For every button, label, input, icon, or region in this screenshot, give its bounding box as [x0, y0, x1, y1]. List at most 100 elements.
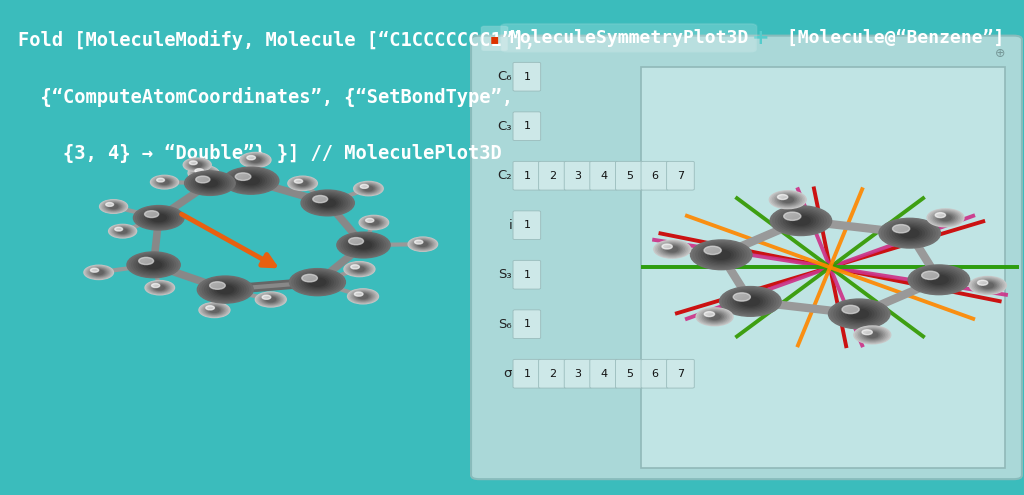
- Circle shape: [693, 241, 750, 268]
- Circle shape: [773, 207, 829, 234]
- Circle shape: [701, 310, 728, 323]
- Circle shape: [90, 268, 106, 276]
- Circle shape: [346, 237, 381, 253]
- FancyBboxPatch shape: [641, 67, 1005, 468]
- Circle shape: [115, 227, 123, 231]
- Text: 2: 2: [549, 171, 556, 181]
- FancyBboxPatch shape: [513, 211, 541, 240]
- Circle shape: [306, 193, 349, 213]
- Circle shape: [223, 167, 279, 194]
- Circle shape: [887, 222, 933, 244]
- Circle shape: [117, 229, 128, 234]
- Circle shape: [248, 156, 263, 163]
- Circle shape: [777, 195, 798, 205]
- Circle shape: [312, 196, 343, 210]
- Circle shape: [412, 239, 434, 249]
- Text: S₆: S₆: [499, 318, 512, 331]
- FancyBboxPatch shape: [513, 112, 541, 141]
- Circle shape: [978, 280, 998, 291]
- Text: 5: 5: [626, 171, 633, 181]
- Text: C₂: C₂: [498, 169, 512, 182]
- Text: 6: 6: [651, 171, 658, 181]
- Circle shape: [262, 296, 280, 304]
- Circle shape: [974, 279, 1001, 292]
- Circle shape: [351, 239, 376, 251]
- Circle shape: [362, 186, 374, 191]
- Circle shape: [183, 158, 211, 172]
- Circle shape: [194, 175, 226, 191]
- Circle shape: [419, 242, 427, 247]
- Circle shape: [699, 309, 730, 324]
- Circle shape: [190, 161, 204, 168]
- Text: MoleculeSymmetryPlot3D: MoleculeSymmetryPlot3D: [509, 29, 749, 47]
- FancyBboxPatch shape: [539, 161, 566, 190]
- FancyBboxPatch shape: [615, 359, 643, 388]
- Circle shape: [291, 177, 314, 189]
- Circle shape: [201, 303, 228, 317]
- Circle shape: [88, 267, 110, 278]
- Circle shape: [362, 217, 385, 228]
- Text: C₃: C₃: [498, 120, 512, 133]
- Circle shape: [771, 192, 805, 208]
- Circle shape: [855, 327, 889, 343]
- Circle shape: [774, 193, 802, 206]
- Text: σ: σ: [504, 367, 512, 380]
- FancyBboxPatch shape: [513, 310, 541, 339]
- Circle shape: [840, 304, 880, 324]
- Circle shape: [110, 204, 118, 208]
- Circle shape: [356, 183, 381, 195]
- Circle shape: [417, 242, 429, 247]
- FancyBboxPatch shape: [471, 36, 1022, 479]
- Circle shape: [935, 213, 945, 218]
- Circle shape: [777, 195, 787, 199]
- Circle shape: [415, 240, 431, 248]
- Circle shape: [354, 292, 372, 300]
- Circle shape: [105, 203, 122, 210]
- Circle shape: [199, 171, 208, 175]
- Circle shape: [206, 306, 223, 314]
- Circle shape: [232, 172, 269, 190]
- Circle shape: [243, 154, 268, 166]
- Circle shape: [199, 302, 230, 317]
- Circle shape: [292, 178, 313, 189]
- Circle shape: [982, 283, 993, 288]
- Circle shape: [84, 265, 114, 280]
- Circle shape: [415, 240, 423, 244]
- FancyBboxPatch shape: [539, 359, 566, 388]
- FancyBboxPatch shape: [513, 161, 541, 190]
- Circle shape: [113, 226, 133, 236]
- Circle shape: [90, 268, 98, 272]
- Circle shape: [255, 292, 287, 307]
- Circle shape: [203, 180, 217, 187]
- Text: 1: 1: [523, 171, 530, 181]
- Circle shape: [156, 178, 174, 187]
- Circle shape: [978, 280, 988, 285]
- Circle shape: [225, 168, 276, 193]
- Circle shape: [136, 256, 171, 273]
- Circle shape: [862, 330, 883, 340]
- Circle shape: [297, 272, 338, 292]
- Circle shape: [141, 259, 166, 271]
- Circle shape: [301, 190, 354, 216]
- Circle shape: [250, 157, 261, 163]
- Circle shape: [353, 292, 373, 301]
- Circle shape: [298, 181, 307, 186]
- Circle shape: [188, 165, 219, 181]
- Circle shape: [262, 295, 270, 299]
- Circle shape: [339, 233, 388, 257]
- Circle shape: [733, 293, 751, 301]
- Circle shape: [240, 152, 271, 167]
- Circle shape: [210, 308, 219, 312]
- FancyBboxPatch shape: [641, 161, 669, 190]
- Circle shape: [236, 173, 251, 180]
- Circle shape: [189, 166, 218, 180]
- Circle shape: [184, 171, 236, 196]
- Circle shape: [153, 284, 167, 291]
- Circle shape: [354, 292, 364, 296]
- Circle shape: [265, 297, 276, 302]
- Circle shape: [973, 278, 1004, 293]
- Circle shape: [365, 187, 373, 191]
- Circle shape: [292, 270, 343, 295]
- Circle shape: [783, 212, 801, 220]
- Circle shape: [132, 254, 175, 275]
